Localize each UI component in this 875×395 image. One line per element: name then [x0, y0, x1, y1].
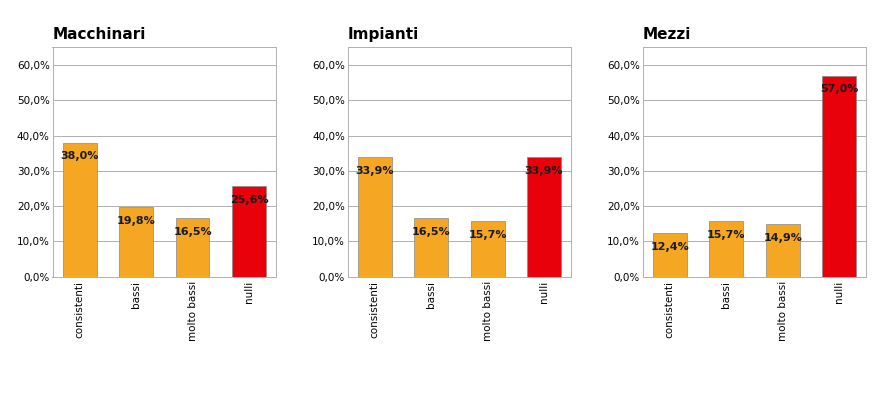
Text: 12,4%: 12,4%: [650, 242, 690, 252]
Text: 14,9%: 14,9%: [763, 233, 802, 243]
Bar: [822, 75, 856, 276]
Text: 33,9%: 33,9%: [525, 166, 564, 176]
Text: 16,5%: 16,5%: [412, 227, 451, 237]
Bar: [119, 207, 153, 276]
Bar: [710, 221, 743, 276]
Bar: [358, 157, 392, 276]
Bar: [653, 233, 687, 276]
Text: 25,6%: 25,6%: [229, 195, 269, 205]
Text: 57,0%: 57,0%: [820, 85, 858, 94]
Text: 19,8%: 19,8%: [116, 216, 156, 226]
Bar: [471, 221, 505, 276]
Bar: [527, 157, 561, 276]
Bar: [414, 218, 448, 276]
Bar: [232, 186, 266, 276]
Text: 38,0%: 38,0%: [60, 151, 99, 162]
Text: 15,7%: 15,7%: [707, 230, 745, 240]
Bar: [176, 218, 209, 276]
Text: Macchinari: Macchinari: [52, 27, 146, 42]
Text: 16,5%: 16,5%: [173, 227, 212, 237]
Text: 33,9%: 33,9%: [355, 166, 394, 176]
Bar: [766, 224, 800, 276]
Bar: [63, 143, 96, 276]
Text: Mezzi: Mezzi: [643, 27, 691, 42]
Text: 15,7%: 15,7%: [468, 230, 507, 240]
Text: Impianti: Impianti: [347, 27, 419, 42]
